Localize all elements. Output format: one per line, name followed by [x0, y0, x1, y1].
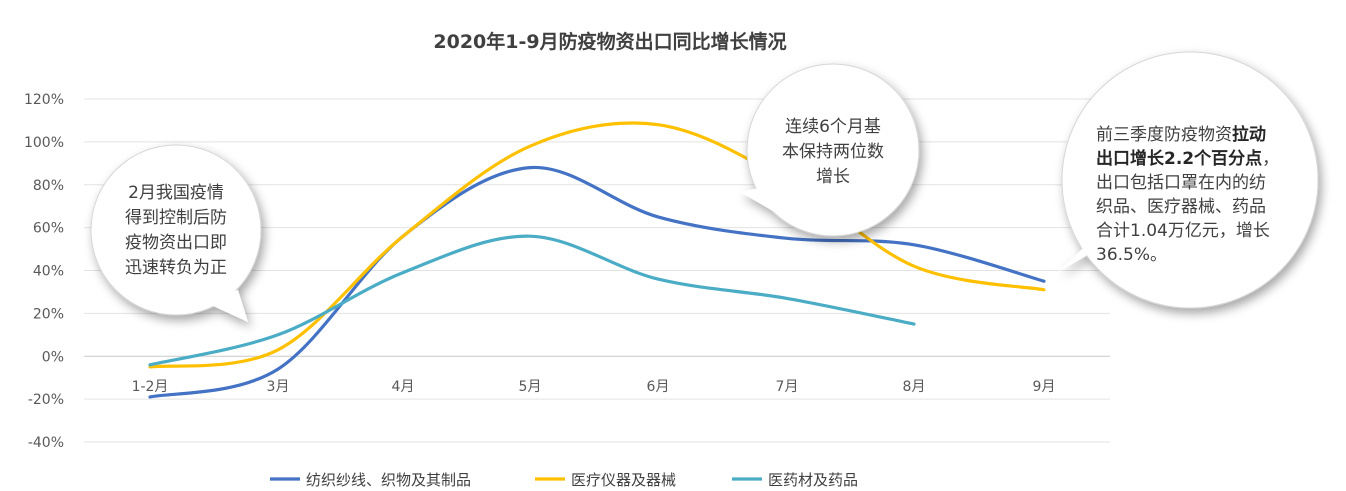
annotation-bubble-3: 前三季度防疫物资拉动出口增长2.2个百分点，出口包括口罩在内的纺织品、医疗器械、… — [1058, 51, 1319, 309]
annotation-text: 出口包括口罩在内的纺 — [1096, 173, 1266, 193]
legend-label: 医疗仪器及器械 — [571, 471, 676, 489]
annotation-segment: 合计1.04万亿元，增长 — [1096, 221, 1270, 241]
x-tick-label: 1-2月 — [132, 379, 169, 395]
y-tick-label: 120% — [24, 92, 64, 108]
annotation-text: 36.5%。 — [1096, 245, 1167, 265]
annotation-text: 合计1.04万亿元，增长 — [1096, 221, 1270, 241]
legend-label: 医药材及药品 — [768, 471, 858, 489]
y-tick-label: 0% — [42, 349, 64, 365]
annotation-segment: 前三季度防疫物资 — [1096, 125, 1232, 145]
annotation-text: 2月我国疫情 — [128, 183, 224, 203]
x-tick-label: 7月 — [776, 379, 799, 395]
annotation-segment: 出口增长2.2个百分点 — [1096, 148, 1262, 169]
x-tick-label: 3月 — [267, 379, 290, 395]
x-tick-label: 9月 — [1033, 379, 1056, 395]
chart-title: 2020年1-9月防疫物资出口同比增长情况 — [433, 30, 786, 53]
annotation-text: 前三季度防疫物资拉动 — [1096, 124, 1266, 145]
annotation-segment: ， — [1262, 149, 1279, 169]
y-tick-label: 20% — [33, 306, 64, 322]
legend-item-1: 纺织纱线、织物及其制品 — [270, 471, 471, 489]
x-tick-label: 8月 — [903, 379, 926, 395]
annotation-text: 迅速转负为正 — [125, 258, 227, 278]
annotation-text: 出口增长2.2个百分点， — [1096, 148, 1279, 169]
series-line-1 — [148, 165, 1046, 399]
x-tick-label: 5月 — [519, 379, 542, 395]
annotation-segment: 拉动 — [1232, 124, 1266, 145]
annotation-text: 本保持两位数 — [782, 142, 884, 162]
annotation-text: 增长 — [816, 167, 850, 187]
y-tick-label: -40% — [28, 435, 64, 451]
annotation-text: 织品、医疗器械、药品 — [1096, 197, 1266, 217]
annotation-text: 得到控制后防 — [125, 208, 227, 228]
annotation-text: 连续6个月基 — [785, 117, 881, 137]
legend-item-3: 医药材及药品 — [732, 471, 858, 489]
series-line-2 — [148, 121, 1046, 369]
annotation-segment: 织品、医疗器械、药品 — [1096, 197, 1266, 217]
x-tick-label: 6月 — [647, 379, 670, 395]
legend-label: 纺织纱线、织物及其制品 — [306, 471, 471, 489]
y-tick-label: 100% — [24, 135, 64, 151]
y-tick-label: -20% — [28, 392, 64, 408]
legend-item-2: 医疗仪器及器械 — [535, 471, 676, 489]
annotation-segment: 出口包括口罩在内的纺 — [1096, 173, 1266, 193]
y-tick-label: 60% — [33, 221, 64, 237]
x-tick-label: 4月 — [392, 379, 415, 395]
series-line-3 — [148, 234, 916, 367]
annotation-segment: 36.5%。 — [1096, 245, 1167, 265]
y-tick-label: 80% — [33, 178, 64, 194]
annotation-text: 疫物资出口即 — [125, 233, 227, 253]
y-tick-label: 40% — [33, 264, 64, 280]
